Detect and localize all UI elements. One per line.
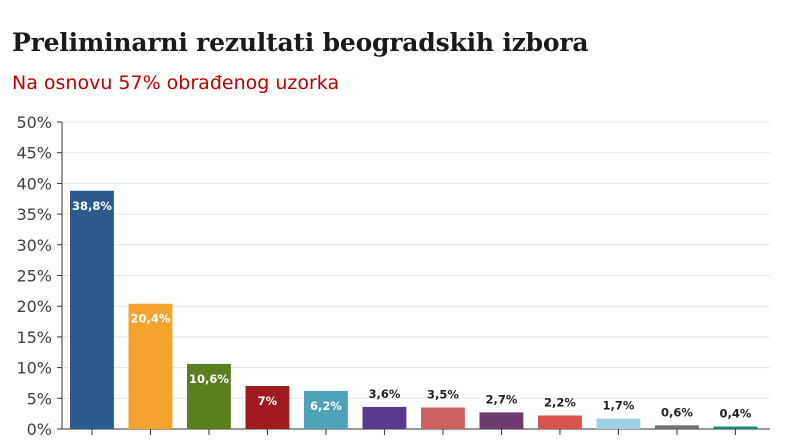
y-tick-label: 45% (16, 144, 52, 163)
y-tick-label: 10% (16, 359, 52, 378)
bar (70, 190, 114, 429)
bar (713, 426, 758, 429)
bar (596, 418, 641, 429)
bar (187, 363, 231, 429)
bar (128, 303, 173, 429)
bar (245, 386, 290, 429)
y-tick-label: 0% (27, 420, 52, 439)
data-label: 2,7% (485, 392, 517, 406)
y-tick-label: 35% (16, 205, 52, 224)
bar (421, 407, 465, 429)
data-label: 6,2% (310, 399, 342, 413)
data-label: 0,6% (661, 405, 693, 419)
bar (362, 406, 407, 429)
data-label: 1,7% (602, 399, 634, 413)
y-tick-label: 50% (16, 113, 52, 132)
bar (479, 412, 524, 429)
data-label: 0,4% (719, 407, 751, 421)
chart-title: Preliminarni rezultati beogradskih izbor… (12, 28, 589, 57)
bar (655, 425, 699, 429)
y-tick-label: 40% (16, 174, 52, 193)
y-tick-label: 15% (16, 328, 52, 347)
y-tick-label: 25% (16, 267, 52, 286)
bar (538, 415, 582, 429)
data-label: 38,8% (72, 199, 112, 213)
y-tick-label: 30% (16, 236, 52, 255)
data-label: 3,6% (368, 387, 400, 401)
chart-subtitle: Na osnovu 57% obrađenog uzorka (12, 72, 340, 94)
data-label: 3,5% (427, 388, 459, 402)
bar (304, 390, 348, 429)
data-label: 10,6% (189, 372, 229, 386)
data-label: 7% (258, 394, 278, 408)
data-label: 2,2% (544, 395, 576, 409)
data-label: 20,4% (130, 312, 170, 326)
y-tick-label: 20% (16, 297, 52, 316)
y-tick-label: 5% (27, 389, 52, 408)
